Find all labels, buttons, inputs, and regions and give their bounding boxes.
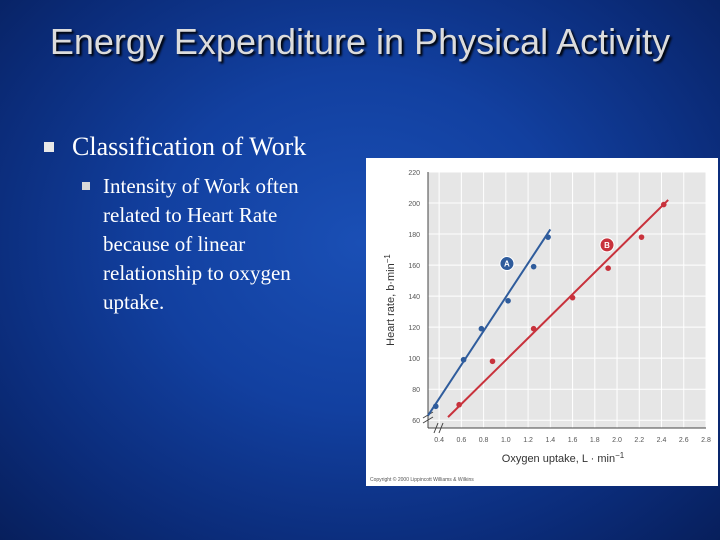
series-badge-label-b: B bbox=[604, 241, 610, 250]
data-point-b bbox=[456, 401, 462, 408]
y-tick-label: 60 bbox=[412, 418, 420, 425]
series-badge-label-a: A bbox=[504, 260, 510, 269]
x-tick-label: 2.8 bbox=[701, 437, 711, 444]
data-point-b bbox=[530, 325, 537, 332]
chart-figure: 0.4 0.6 0.8 1.0 1.2 1.4 1.6 1.8 2.0 2.2 2.4 2.6 2.8 6… bbox=[366, 158, 718, 486]
y-tick-label: 180 bbox=[408, 232, 420, 239]
x-axis-title: Oxygen uptake, L · min−1 bbox=[502, 451, 625, 465]
x-tick-label: 1.0 bbox=[501, 437, 511, 444]
data-point-b bbox=[660, 201, 667, 208]
x-tick-label: 1.8 bbox=[590, 437, 600, 444]
slide-title: Energy Expenditure in Physical Activity bbox=[49, 21, 671, 62]
y-tick-label: 160 bbox=[408, 263, 420, 270]
data-point-a bbox=[432, 403, 439, 410]
y-tick-label: 80 bbox=[412, 387, 420, 394]
data-point-b bbox=[605, 265, 611, 271]
data-point-b bbox=[569, 294, 576, 301]
x-tick-label: 2.0 bbox=[612, 437, 622, 444]
data-point-a bbox=[505, 297, 511, 304]
x-axis-title-superscript: −1 bbox=[615, 451, 625, 460]
data-point-a bbox=[478, 325, 485, 332]
x-tick-label: 2.6 bbox=[679, 437, 689, 444]
x-tick-label: 0.4 bbox=[434, 437, 444, 444]
y-tick-label: 220 bbox=[408, 170, 420, 177]
data-point-a bbox=[460, 356, 467, 363]
x-tick-label: 1.2 bbox=[523, 437, 533, 444]
data-point-b bbox=[489, 358, 496, 365]
y-axis-title-superscript: −1 bbox=[383, 254, 392, 264]
copyright-note: Copyright © 2000 Lippincott Williams & W… bbox=[370, 477, 474, 483]
fit-line-a bbox=[427, 228, 552, 417]
x-tick-label: 1.4 bbox=[545, 437, 555, 444]
bullet-text: Classification of Work bbox=[72, 132, 307, 161]
fit-line-b bbox=[447, 199, 669, 418]
x-tick-label: 0.6 bbox=[456, 437, 466, 444]
y-axis-title: Heart rate, b·min−1 bbox=[383, 254, 397, 346]
x-tick-label: 1.6 bbox=[568, 437, 578, 444]
square-bullet-icon bbox=[82, 182, 90, 190]
y-tick-label: 120 bbox=[408, 325, 420, 332]
data-point-b bbox=[638, 234, 645, 240]
y-tick-label: 200 bbox=[408, 201, 420, 208]
bullet-subtext: Intensity of Work often related to Heart… bbox=[103, 174, 299, 314]
series-badge-b bbox=[599, 237, 615, 253]
square-bullet-icon bbox=[44, 142, 54, 152]
y-tick-label: 140 bbox=[408, 294, 420, 301]
data-point-a bbox=[530, 263, 537, 270]
data-point-a bbox=[545, 234, 551, 240]
series-badge-a bbox=[499, 256, 515, 272]
bullet-level-2: Intensity of Work often related to Heart… bbox=[82, 172, 342, 317]
x-tick-label: 2.4 bbox=[657, 437, 667, 444]
x-tick-label: 2.2 bbox=[634, 437, 644, 444]
y-tick-label: 100 bbox=[408, 356, 420, 363]
bullet-level-1: Classification of Work bbox=[44, 132, 306, 162]
axis-break-mark bbox=[422, 416, 434, 424]
axis-break-mark bbox=[438, 422, 444, 434]
x-tick-label: 0.8 bbox=[479, 437, 489, 444]
scatter-chart: 0.4 0.6 0.8 1.0 1.2 1.4 1.6 1.8 2.0 2.2 2.4 2.6 2.8 6… bbox=[383, 170, 711, 465]
axis-break-mark bbox=[433, 422, 439, 434]
